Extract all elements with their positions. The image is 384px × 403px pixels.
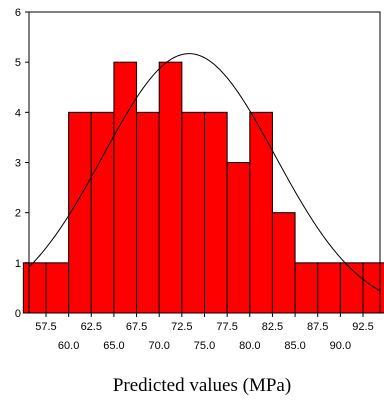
histogram-bar-12 [271,212,296,314]
histogram-bar-10 [226,162,251,314]
x-tick-label-72.5: 72.5 [171,321,192,333]
x-tick-label-77.5: 77.5 [216,321,237,333]
x-tick-label-65.0: 65.0 [103,340,124,352]
histogram-bar-15 [339,262,364,314]
normal-curve [28,53,381,292]
histogram-bar-8 [181,111,206,314]
y-tick-label-3: 3 [15,158,21,170]
x-tick-label-60.0: 60.0 [58,340,79,352]
y-tick-label-5: 5 [15,57,21,69]
x-tick-label-70.0: 70.0 [148,340,169,352]
histogram-bar-5 [113,61,138,314]
y-tick-label-6: 6 [15,7,21,19]
x-tick-label-57.5: 57.5 [35,321,56,333]
x-tick-label-67.5: 67.5 [126,321,147,333]
histogram-bar-7 [158,61,183,314]
x-tick-label-87.5: 87.5 [307,321,328,333]
histogram-bar-16 [362,262,384,314]
x-axis: 57.5 62.5 67.5 72.5 77.5 82.5 87.5 92.5 60.0 65.0… [35,313,374,352]
x-tick-label-85.0: 85.0 [284,340,305,352]
y-tick-label-4: 4 [15,107,21,119]
x-tick-label-90.0: 90.0 [330,340,351,352]
histogram-bar-6 [136,111,160,314]
histogram-bar-13 [294,262,319,314]
x-tick-label-75.0: 75.0 [194,340,215,352]
histogram-bar-14 [317,262,341,314]
histogram-bars [22,61,384,314]
x-tick-label-82.5: 82.5 [262,321,283,333]
histogram-bar-3 [68,111,92,314]
x-tick-label-62.5: 62.5 [81,321,102,333]
x-tick-label-92.5: 92.5 [352,321,373,333]
y-tick-label-1: 1 [15,258,21,270]
histogram-bar-11 [249,111,273,314]
x-tick-label-80.0: 80.0 [239,340,260,352]
y-tick-label-2: 2 [15,208,21,220]
histogram-bar-9 [204,111,228,314]
histogram-bar-2 [45,262,70,314]
y-axis: 0 1 2 3 4 5 6 [15,7,29,320]
histogram-bar-1 [22,262,47,314]
y-tick-label-0: 0 [15,308,21,320]
x-axis-label: Predicted values (MPa) [113,375,291,396]
